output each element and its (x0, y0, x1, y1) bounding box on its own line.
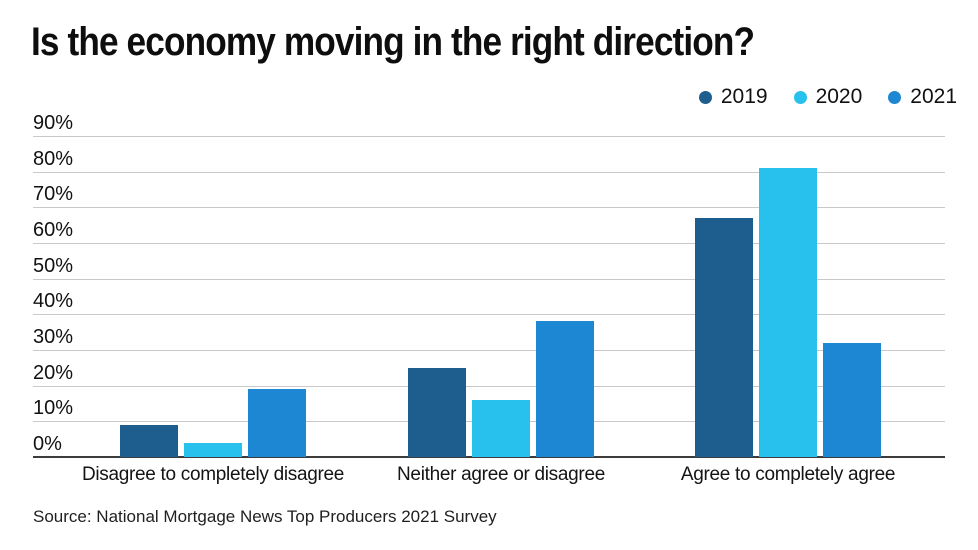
legend-label: 2019 (720, 85, 768, 108)
gridline-90 (33, 136, 945, 137)
y-tick-label: 60% (33, 219, 74, 241)
gridline-50 (33, 278, 945, 280)
legend-label: 2021 (910, 85, 957, 108)
bar-2020-group3 (759, 168, 817, 457)
bar-2019-group3 (695, 218, 753, 457)
bar-2019-group1 (120, 424, 178, 457)
y-tick-label: 90% (33, 112, 74, 134)
gridline-60 (33, 243, 945, 244)
legend-item-2021: 2021 (888, 85, 957, 109)
x-category-label: Disagree to completely disagree (81, 464, 345, 485)
bar-2019-group2 (408, 367, 466, 457)
legend-item-2019: 2019 (698, 85, 768, 109)
bar-2021-group2 (536, 321, 594, 457)
bar-2020-group1 (184, 442, 242, 457)
page-title: Is the economy moving in the right direc… (31, 20, 755, 64)
y-tick-label: 30% (33, 326, 74, 348)
y-tick-label: 50% (33, 254, 74, 277)
y-tick-label: 70% (33, 183, 74, 206)
legend-dot-icon (888, 90, 902, 104)
plot-area: 90% 80% 70% 60% 50% 40% 30% 20% 10% 0% Disagree to… (33, 112, 945, 485)
y-tick-label: 80% (33, 147, 74, 170)
gridline-40 (33, 314, 945, 316)
x-category-label: Agree to completely agree (680, 464, 896, 485)
gridline-70 (33, 207, 945, 209)
y-tick-label: 20% (33, 361, 74, 384)
gridline-20 (33, 385, 945, 387)
gridline-80 (33, 171, 945, 173)
legend-label: 2020 (815, 85, 863, 108)
legend-item-2020: 2020 (793, 85, 863, 109)
y-tick-label: 10% (33, 397, 74, 420)
gridline-30 (33, 350, 945, 351)
legend-dot-icon (793, 90, 807, 104)
y-tick-label: 0% (33, 433, 62, 455)
bar-2021-group3 (823, 342, 881, 457)
gridline-0 (33, 456, 945, 458)
source-note: Source: National Mortgage News Top Produ… (33, 507, 497, 526)
legend-dot-icon (698, 90, 712, 104)
x-category-label: Neither agree or disagree (397, 464, 605, 485)
bar-2020-group2 (472, 399, 530, 457)
legend: 2019 2020 2021 (698, 85, 957, 109)
bar-2021-group1 (248, 389, 306, 457)
y-tick-label: 40% (33, 290, 74, 313)
